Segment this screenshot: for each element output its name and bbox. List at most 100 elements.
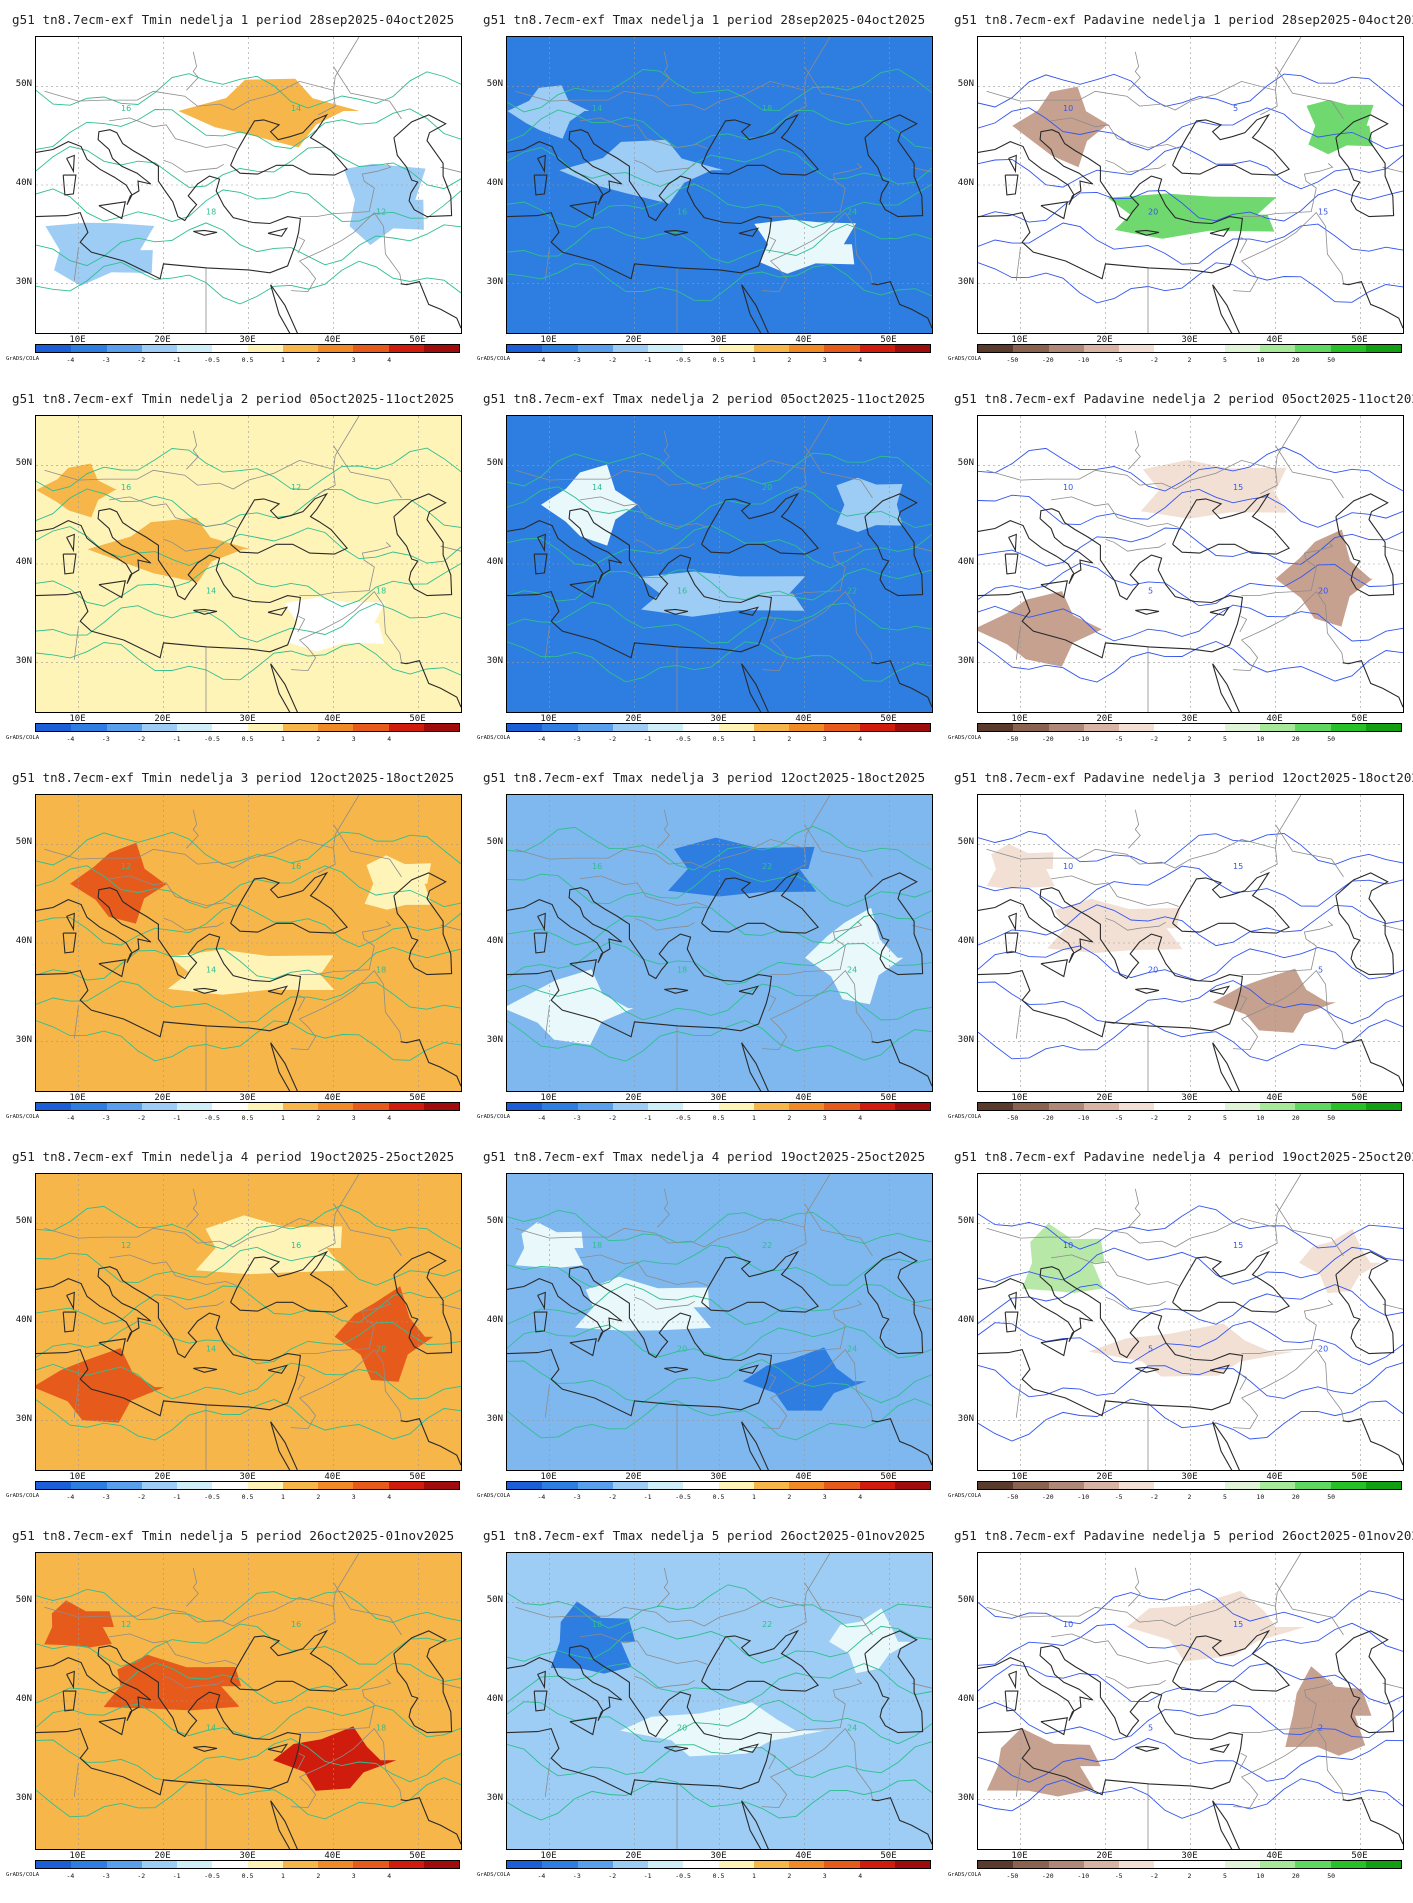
color-scale-segment [542, 1861, 578, 1868]
color-scale-segment [612, 1861, 648, 1868]
country-border [1382, 1303, 1403, 1310]
lat-label: 40N [957, 178, 974, 188]
contour-line [978, 865, 1403, 909]
coastline [1342, 660, 1403, 708]
contour-line [507, 68, 932, 113]
country-border [986, 80, 1278, 116]
color-scale-segment [318, 1482, 354, 1489]
country-border [804, 416, 831, 470]
coastline [1172, 1629, 1290, 1692]
country-border [1275, 1174, 1302, 1228]
color-scale-segment [388, 1861, 424, 1868]
color-scale-segment [894, 345, 930, 352]
contour-label: 22 [762, 862, 772, 871]
country-border [44, 838, 336, 874]
country-border [804, 1174, 831, 1228]
country-border [440, 545, 461, 552]
coastline [978, 1645, 1244, 1796]
country-border [1275, 1553, 1302, 1607]
contour-line [36, 1623, 461, 1667]
color-scale-tick: 2 [787, 356, 792, 364]
contour-label: 18 [762, 104, 772, 113]
contour-label: 15 [1233, 1620, 1243, 1629]
color-scale-tick: -50 [1006, 356, 1019, 364]
country-border [109, 117, 237, 149]
country-border [986, 1217, 1278, 1253]
map-panel-week3-tmax: g51 tn8.7ecm-exf Tmax nedelja 3 period 1… [471, 766, 942, 1145]
lat-label: 50N [486, 458, 503, 469]
color-scale-bar [506, 1860, 931, 1869]
coastline [533, 932, 548, 954]
color-scale-tick: 0.5 [712, 735, 725, 743]
coastline [193, 1745, 218, 1752]
color-scale-segment [507, 1861, 543, 1868]
country-border [657, 1567, 670, 1607]
color-scale-segment [1013, 1861, 1049, 1868]
lon-label: 30E [1181, 335, 1198, 345]
coastline [533, 1690, 548, 1712]
color-scale-tick: 3 [351, 1114, 356, 1122]
contour-line [36, 1204, 461, 1250]
color-scale-segment [683, 345, 719, 352]
contour-line [36, 1588, 461, 1623]
map-panel-week1-tmin: g51 tn8.7ecm-exf Tmin nedelja 1 period 2… [0, 8, 471, 387]
color-scale-segment [141, 1482, 177, 1489]
color-scale-segment [859, 345, 895, 352]
color-scale-tick: -2 [137, 735, 146, 743]
color-scale-tick: -3 [101, 356, 110, 364]
color-scale-tick: -4 [66, 1114, 75, 1122]
color-scale-tick: 50 [1327, 1114, 1336, 1122]
contour-line [507, 1244, 932, 1288]
coastline [741, 1421, 769, 1470]
coastline [393, 1251, 453, 1355]
lon-label: 50E [880, 714, 897, 724]
country-border [657, 430, 670, 470]
country-border [1241, 163, 1334, 217]
color-scale-tick: 1 [280, 1872, 285, 1880]
country-border [770, 163, 863, 217]
country-border [299, 1348, 402, 1421]
anomaly-area [195, 1215, 346, 1275]
country-border [770, 1348, 873, 1421]
map-area: 18 20 22 24 [506, 1173, 933, 1471]
contour-label: 16 [592, 862, 602, 871]
coastline [230, 1250, 348, 1313]
color-scale-segment [353, 1861, 389, 1868]
coastline [66, 533, 75, 553]
color-scale-segment [753, 724, 789, 731]
color-scale-segment [353, 345, 389, 352]
contour-line [507, 109, 932, 149]
color-scale-segment [36, 1482, 72, 1489]
country-border [297, 615, 306, 633]
color-scale-segment [1295, 1482, 1331, 1489]
country-border [911, 924, 932, 931]
lon-label: 50E [880, 1093, 897, 1103]
country-border [1051, 1254, 1179, 1286]
lat-label: 40N [15, 936, 32, 946]
color-scale-tick: 1 [751, 1493, 756, 1501]
lat-label: 30N [15, 1034, 32, 1045]
color-scale-bar [506, 723, 931, 732]
lat-label: 30N [957, 655, 974, 666]
coastline [1135, 1366, 1160, 1373]
color-scale-tick: -0.5 [675, 735, 691, 743]
country-border [1239, 615, 1248, 633]
coastline [569, 959, 598, 978]
country-border [333, 1553, 360, 1607]
color-scale-tick: -1 [643, 1872, 652, 1880]
lon-label: 40E [1266, 1851, 1283, 1861]
color-scale-tick: 4 [858, 1872, 863, 1880]
color-scale-tick: 0.5 [712, 1114, 725, 1122]
panel-title: g51 tn8.7ecm-exf Padavine nedelja 5 peri… [954, 1528, 1413, 1543]
lon-label: 30E [710, 1093, 727, 1103]
color-scale-segment [1119, 345, 1155, 352]
color-scale-segment [247, 1103, 283, 1110]
lon-label: 50E [880, 1472, 897, 1482]
color-scale-tick: -0.5 [204, 735, 220, 743]
country-border [1051, 496, 1179, 528]
coastline [537, 1670, 546, 1690]
contour-label: 20 [677, 1724, 687, 1733]
color-scale-tick: -2 [608, 735, 617, 743]
color-scale-segment [353, 724, 389, 731]
contour-line [978, 904, 1403, 947]
